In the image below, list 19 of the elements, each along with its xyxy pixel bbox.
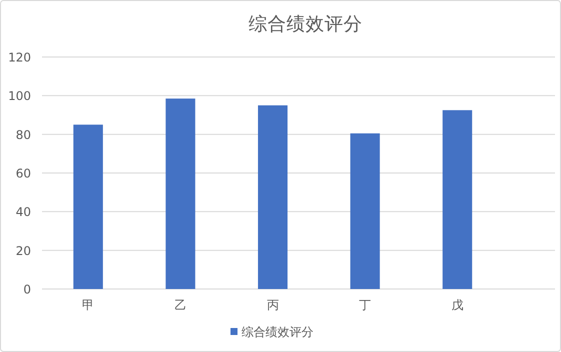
x-tick-label: 甲 (82, 298, 94, 312)
bar (442, 110, 472, 289)
x-tick-label: 丁 (359, 298, 372, 312)
y-tick-label: 120 (8, 50, 31, 64)
y-tick-label: 100 (8, 89, 31, 104)
x-tick-label: 乙 (174, 298, 186, 312)
y-tick-label: 40 (16, 205, 31, 220)
bar (166, 98, 196, 289)
x-tick-label: 丙 (266, 298, 279, 312)
legend-label: 综合绩效评分 (242, 325, 314, 339)
y-tick-label: 80 (16, 128, 31, 142)
bar (258, 105, 288, 289)
bar (350, 133, 380, 289)
x-tick-label: 戊 (451, 298, 464, 312)
bar (73, 124, 103, 289)
chart-title: 综合绩效评分 (248, 14, 362, 35)
y-tick-label: 0 (23, 282, 31, 296)
y-tick-label: 60 (16, 166, 31, 180)
y-tick-label: 20 (16, 244, 31, 258)
